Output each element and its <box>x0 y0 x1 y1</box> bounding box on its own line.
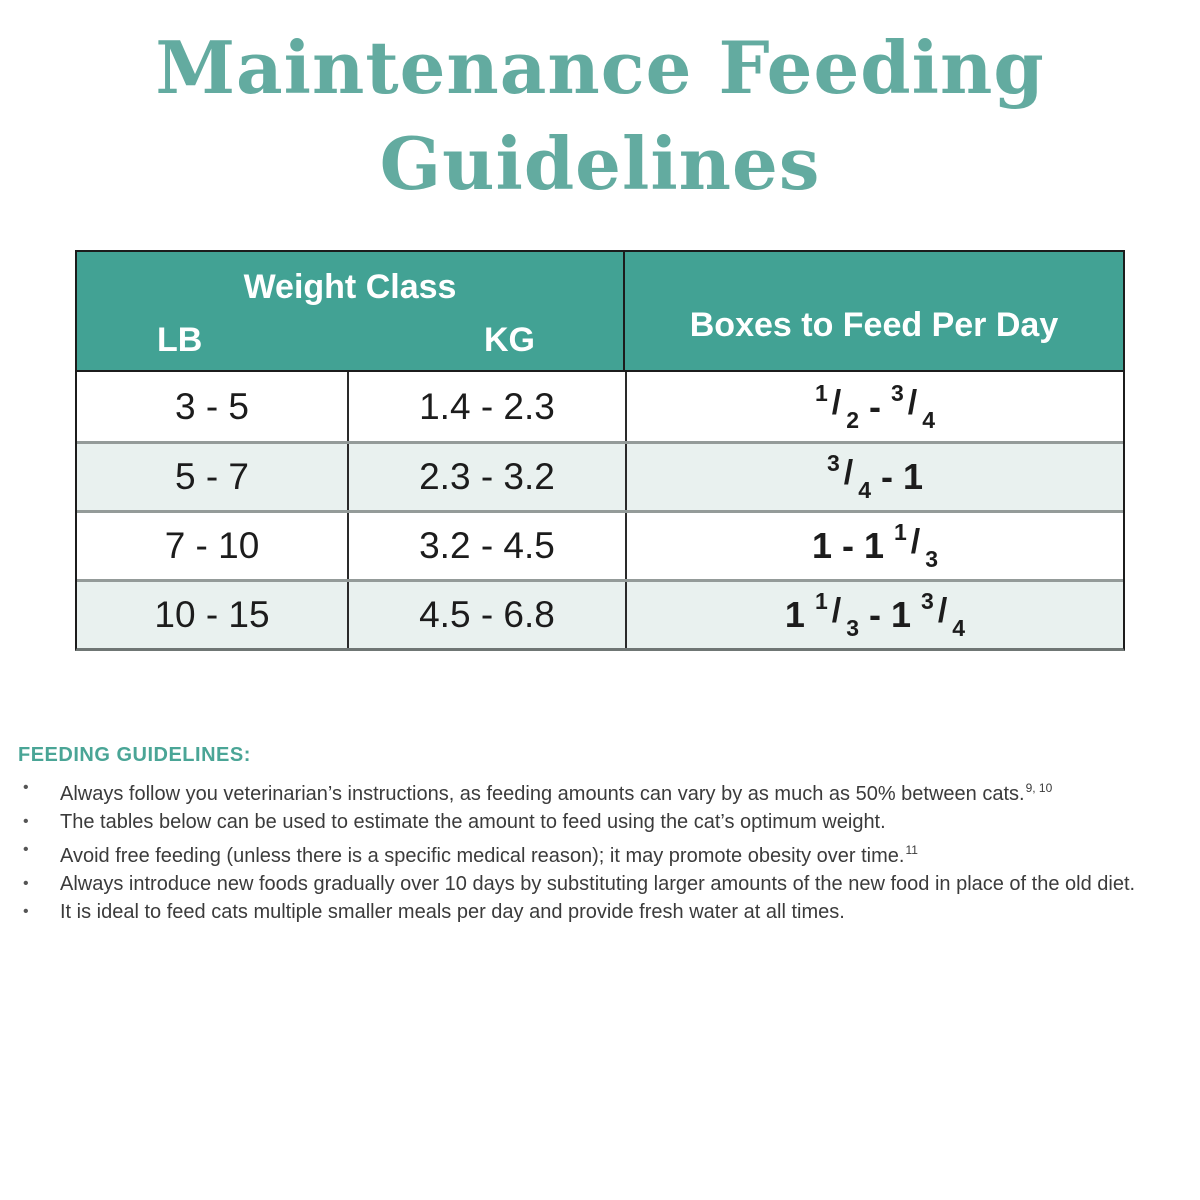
cell-boxes-per-day: 1-1 1/3 <box>625 513 1123 579</box>
fraction: 1/2 <box>814 379 859 433</box>
boxes-text: 1 <box>891 594 912 635</box>
guidelines-heading: FEEDING GUIDELINES: <box>18 744 251 766</box>
cell-weight-kg: 3.2 - 4.5 <box>347 513 625 579</box>
fraction: 3/4 <box>891 379 936 433</box>
cell-weight-lb: 5 - 7 <box>174 456 250 497</box>
table-row: 5 - 7 2.3 - 3.2 3/4-1 <box>77 441 1123 510</box>
guideline-bullet: Always follow you veterinarian’s instruc… <box>18 774 1182 808</box>
kg-column-label: KG <box>484 321 535 359</box>
lb-column-label: LB <box>157 321 203 359</box>
guideline-bullet: The tables below can be used to estimate… <box>18 808 1182 836</box>
fraction: 3/4 <box>921 588 966 641</box>
guideline-bullet: It is ideal to feed cats multiple smalle… <box>18 898 1182 926</box>
header-cell-boxes-per-day: Boxes to Feed Per Day <box>689 305 1059 344</box>
table-header-row: Weight Class LB KG Boxes to Feed Per Day <box>77 252 1123 372</box>
boxes-text: 1 <box>863 525 884 566</box>
cell-weight-lb: 3 - 5 <box>174 385 250 427</box>
page-title-line2: Guidelines <box>379 121 821 206</box>
citation-ref: 9, 10 <box>1025 781 1053 795</box>
citation-ref: 11 <box>905 843 918 857</box>
boxes-text: 1 <box>811 525 832 566</box>
boxes-text: 1 <box>903 456 924 497</box>
header-cell-weight-class: Weight Class LB KG <box>77 252 625 370</box>
cell-weight-kg: 1.4 - 2.3 <box>347 372 625 441</box>
boxes-text: - <box>869 594 881 635</box>
cell-weight-lb: 10 - 15 <box>154 594 270 635</box>
fraction: 3/4 <box>826 450 871 503</box>
fraction: 1/3 <box>894 519 939 572</box>
cell-weight-lb: 7 - 10 <box>164 525 260 566</box>
feeding-table: Weight Class LB KG Boxes to Feed Per Day… <box>75 250 1125 651</box>
table-body: 3 - 5 1.4 - 2.3 1/2-3/4 5 - 7 2.3 - 3.2 3/4-1… <box>77 372 1123 648</box>
boxes-text: - <box>881 456 893 497</box>
guidelines-list: Always follow you veterinarian’s instruc… <box>18 774 1182 926</box>
boxes-text: - <box>841 525 854 566</box>
page-title-line1: Maintenance Feeding <box>155 25 1045 110</box>
table-row: 10 - 15 4.5 - 6.8 1 1/3-1 3/4 <box>77 579 1123 648</box>
cell-boxes-per-day: 3/4-1 <box>625 444 1123 510</box>
guideline-bullet: Avoid free feeding (unless there is a sp… <box>18 836 1182 870</box>
boxes-text: - <box>869 385 881 427</box>
page-title: Maintenance Feeding Guidelines <box>0 20 1200 212</box>
weight-class-label: Weight Class <box>243 268 457 306</box>
fraction: 1/3 <box>814 588 859 641</box>
guideline-bullet: Always introduce new foods gradually ove… <box>18 870 1182 898</box>
table-row: 3 - 5 1.4 - 2.3 1/2-3/4 <box>77 372 1123 441</box>
cell-weight-kg: 4.5 - 6.8 <box>347 582 625 648</box>
boxes-text: 1 <box>784 594 805 635</box>
table-row: 7 - 10 3.2 - 4.5 1-1 1/3 <box>77 510 1123 579</box>
cell-boxes-per-day: 1/2-3/4 <box>625 372 1123 441</box>
guidelines-section: FEEDING GUIDELINES: Always follow you ve… <box>18 741 1182 926</box>
cell-weight-kg: 2.3 - 3.2 <box>347 444 625 510</box>
cell-boxes-per-day: 1 1/3-1 3/4 <box>625 582 1123 648</box>
